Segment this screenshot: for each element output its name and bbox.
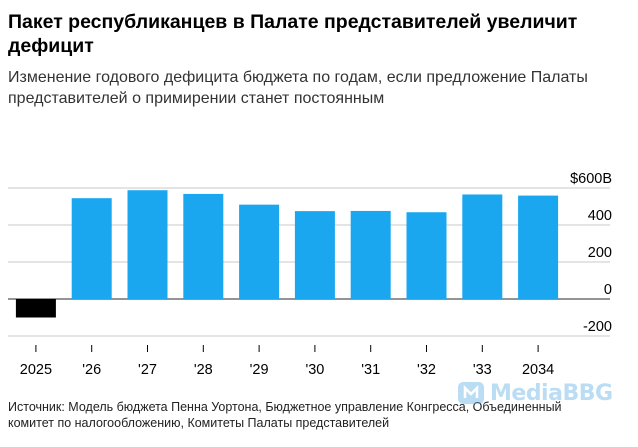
watermark: MediaBBG bbox=[456, 376, 616, 410]
y-tick-label: 200 bbox=[588, 245, 612, 261]
bar bbox=[294, 211, 335, 299]
bar bbox=[462, 194, 503, 299]
x-tick-label: '30 bbox=[305, 362, 324, 378]
y-tick-label: -200 bbox=[583, 319, 612, 335]
x-tick-label: '27 bbox=[138, 362, 157, 378]
x-tick-label: '32 bbox=[417, 362, 436, 378]
chart-subtitle: Изменение годового дефицита бюджета по г… bbox=[8, 69, 588, 107]
bar bbox=[71, 198, 112, 299]
bar bbox=[15, 299, 56, 318]
x-tick-label: 2025 bbox=[20, 362, 52, 378]
x-tick-label: '29 bbox=[250, 362, 269, 378]
bar bbox=[183, 193, 224, 299]
bar bbox=[350, 210, 391, 299]
source-note: Источник: Модель бюджета Пенна Уортона, … bbox=[8, 400, 562, 430]
y-tick-label: 0 bbox=[604, 282, 612, 298]
x-tick-label: '31 bbox=[361, 362, 380, 378]
bar bbox=[127, 190, 168, 299]
media-logo-icon bbox=[458, 382, 484, 404]
bar bbox=[239, 204, 280, 299]
watermark-text: MediaBBG bbox=[490, 380, 613, 406]
x-tick-label: 2034 bbox=[522, 362, 554, 378]
x-tick-label: '28 bbox=[194, 362, 213, 378]
x-tick-label: '33 bbox=[473, 362, 492, 378]
y-tick-label: $600B bbox=[570, 171, 612, 187]
y-tick-label: 400 bbox=[588, 208, 612, 224]
chart-title: Пакет республиканцев в Палате представит… bbox=[8, 11, 578, 57]
bar bbox=[518, 195, 559, 299]
x-tick-label: '26 bbox=[82, 362, 101, 378]
bar bbox=[406, 212, 447, 299]
